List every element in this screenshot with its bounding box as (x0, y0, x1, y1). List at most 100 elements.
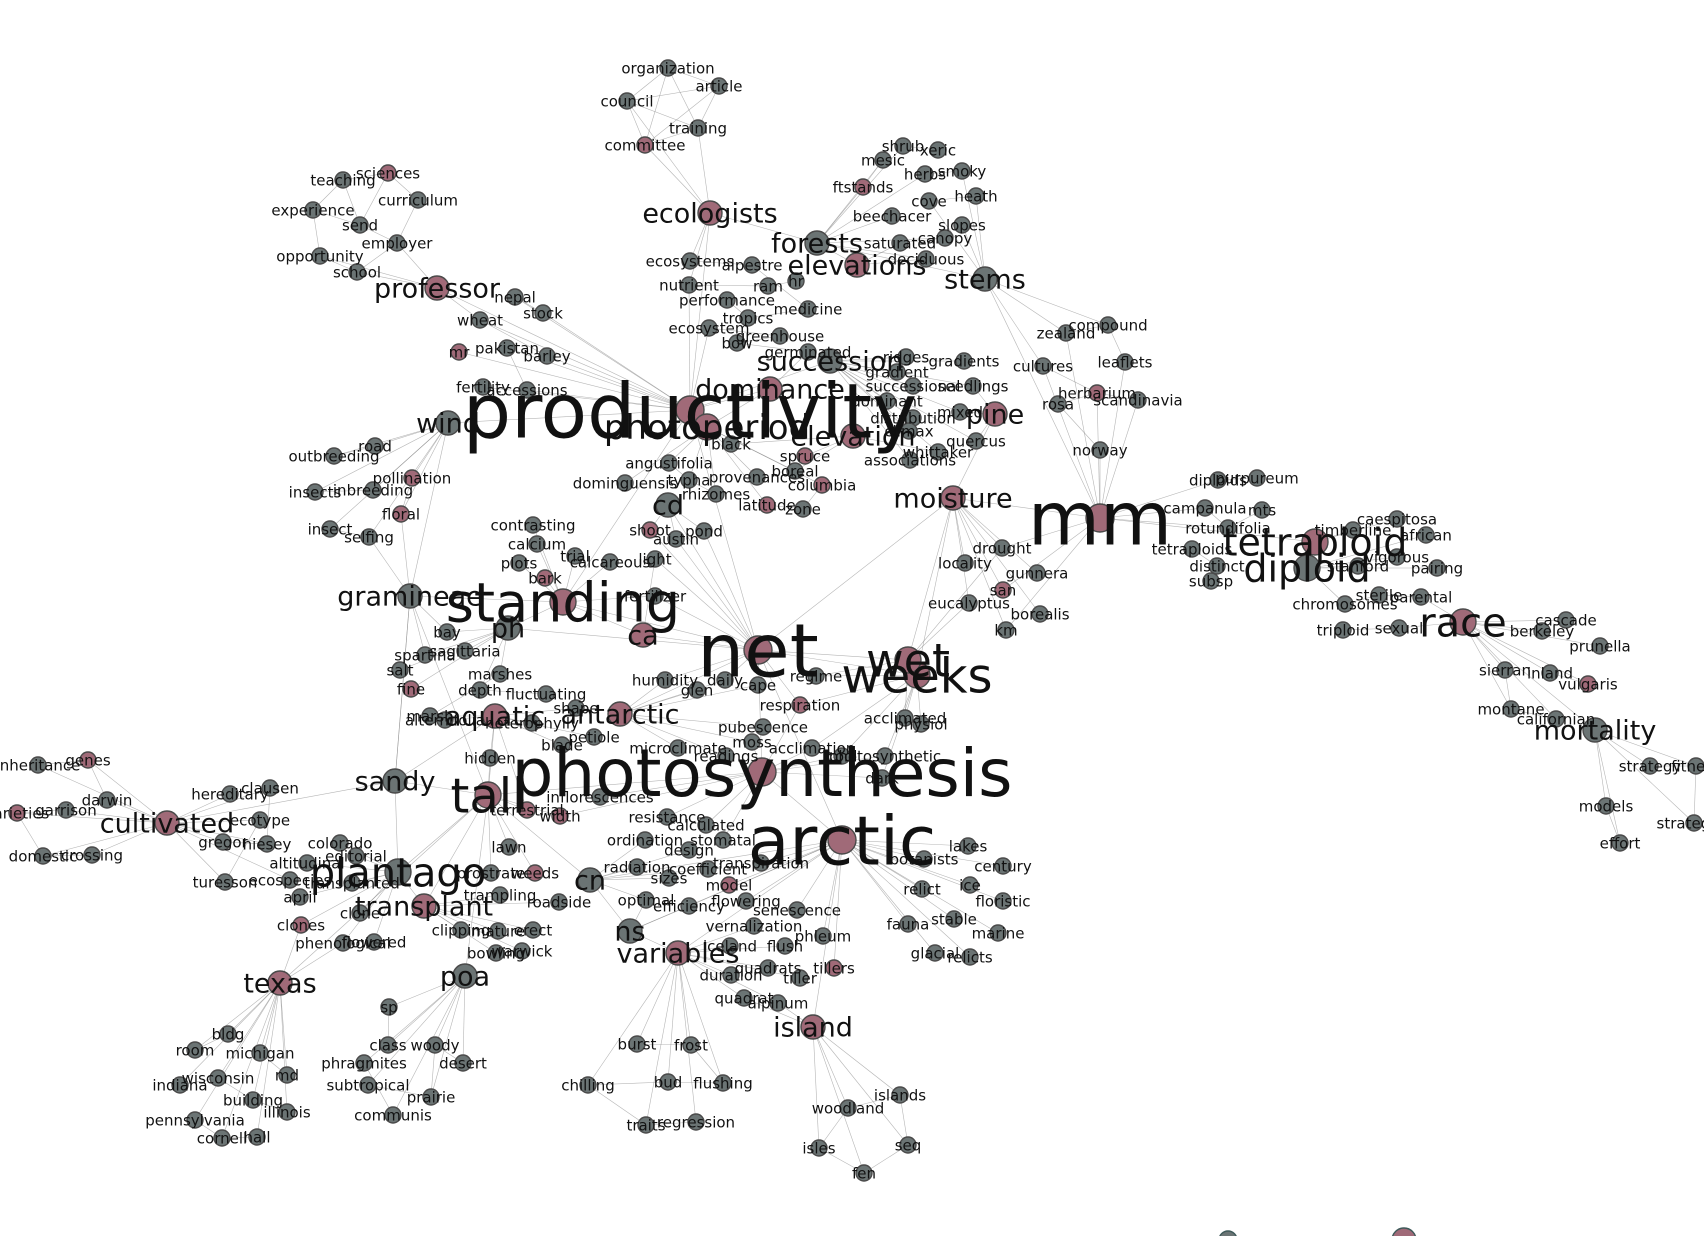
node-efficiency (680, 897, 698, 915)
edge-depth-fluctuating (479, 689, 547, 695)
label-petiole: petiole (568, 728, 619, 746)
label-wet: wet (866, 634, 950, 688)
label-caespitosa: caespitosa (1357, 510, 1437, 528)
label-ph: ph (491, 614, 525, 645)
label-frost: frost (674, 1036, 708, 1054)
label-tropics: tropics (723, 309, 774, 327)
label-prairie: prairie (407, 1088, 456, 1106)
label-communis: communis (354, 1106, 432, 1124)
label-accessions: accessions (486, 381, 567, 399)
label-quercus: quercus (946, 432, 1006, 450)
edge-forests-beechacer (816, 215, 893, 244)
label-ordination: ordination (607, 831, 683, 849)
node-sciences (379, 164, 397, 182)
label-hiesey: hiesey (243, 835, 292, 853)
node-regression (687, 1113, 705, 1131)
label-ns: ns (614, 917, 645, 948)
label-turesson: turesson (193, 873, 258, 891)
edge-texas-wisconsin (217, 982, 281, 1079)
edge-texas-md (279, 982, 288, 1076)
node-forests (804, 230, 830, 256)
node-traits (637, 1116, 655, 1134)
label-april: april (283, 888, 316, 906)
label-tetraploid: tetraploid (1223, 521, 1408, 565)
node-cultures (1034, 357, 1052, 375)
node-calcium (528, 535, 546, 553)
node-heterophylly (523, 714, 541, 732)
edge-photoperiod-latitude (706, 426, 768, 506)
label-compound: compound (1068, 316, 1147, 334)
edge-productivity-nutrient (688, 284, 691, 411)
edge-tropics-medicine (747, 308, 809, 319)
edge-mm-scandinavia (1099, 399, 1139, 519)
label-net: net (697, 609, 818, 695)
label-organization: organization (621, 59, 714, 77)
label-elevations: elevations (787, 251, 926, 282)
label-committee: committee (604, 136, 685, 154)
node-glacial (926, 944, 944, 962)
label-coefficient: coefficient (669, 860, 747, 878)
edge-cultivated-ecospecies (166, 822, 291, 881)
label-glacial: glacial (911, 944, 960, 962)
node-genes (79, 751, 97, 769)
node-prostrate (482, 864, 500, 882)
edge-mm-campanula (1099, 507, 1206, 519)
label-tall: tall (451, 768, 526, 824)
label-senescence: senescence (753, 901, 841, 919)
edge-cultures-herbarium (1042, 365, 1098, 394)
node-clones (292, 916, 310, 934)
edge-wind-insect (329, 422, 449, 530)
label-hall: hall (243, 1128, 270, 1146)
label-eucalyptus: eucalyptus (928, 594, 1010, 612)
label-transpiration: transpiration (713, 854, 809, 872)
edge-productivity-ecologists (689, 212, 711, 411)
node-herbarium (1088, 384, 1106, 402)
node-vernalization (745, 917, 763, 935)
node-relict (913, 880, 931, 898)
edge-arctic-phleum (822, 839, 843, 937)
label-light: light (638, 550, 671, 568)
label-texas: texas (243, 969, 316, 1000)
label-contrasting: contrasting (490, 516, 575, 534)
node-botanists (915, 850, 933, 868)
node-quadrats (759, 959, 777, 977)
node-shoot (641, 521, 659, 539)
node-frost (682, 1036, 700, 1054)
edge-succession-climax (829, 360, 910, 432)
node-hidden (481, 749, 499, 767)
node-moss (743, 733, 761, 751)
label-school: school (333, 263, 381, 281)
label-herbarium: herbarium (1058, 384, 1136, 402)
edge-poa-desert (462, 975, 466, 1064)
node-depth (471, 681, 489, 699)
node-dominant (878, 392, 896, 410)
label-rotundifolia: rotundifolia (1185, 519, 1271, 537)
edge-weeks-respiration (799, 674, 918, 706)
edge-poa-subtropical (367, 975, 466, 1086)
node-mr (450, 343, 468, 361)
node-timberline (1344, 521, 1362, 539)
edge-tall-weeds (487, 794, 536, 874)
node-erect (524, 921, 542, 939)
label-stable: stable (931, 910, 977, 928)
node-transplanted (343, 874, 361, 892)
edge-arctic-glacial (841, 839, 936, 954)
label-genes: genes (65, 751, 110, 769)
node-pairing (1428, 559, 1446, 577)
label-burst: burst (618, 1035, 657, 1053)
node-sexual (1390, 619, 1408, 637)
label-antarctic: antarctic (560, 700, 679, 731)
edge-island-islands (812, 1026, 901, 1096)
node-radiation (628, 858, 646, 876)
edge-variables-burst (636, 952, 679, 1045)
node-caespitosa (1388, 510, 1406, 528)
edge-mm-tetraploid (1099, 517, 1316, 543)
node-ecosystems (681, 252, 699, 270)
edge-variables-quadrat (677, 952, 745, 999)
node-islands (891, 1086, 909, 1104)
label-efficiency: efficiency (653, 897, 725, 915)
label-bay: bay (433, 623, 461, 641)
edge-mortality-fitness (1594, 729, 1697, 767)
edge-arctic-variables (677, 839, 843, 954)
label-deciduous: deciduous (888, 250, 965, 268)
